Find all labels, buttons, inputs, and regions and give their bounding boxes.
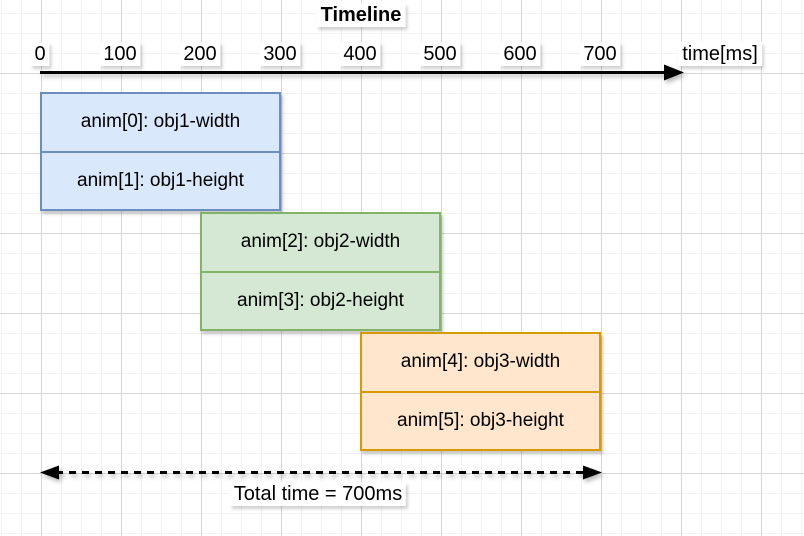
anim-bar-4-label: anim[4]: obj3-width [400, 351, 561, 373]
diagram-title[interactable]: Timeline [316, 3, 406, 27]
axis-tick-500: 500 [419, 42, 461, 66]
anim-bar-0-label: anim[0]: obj1-width [80, 111, 241, 133]
anim-bar-1[interactable]: anim[1]: obj1-height [42, 153, 279, 210]
axis-tick-400: 400 [339, 42, 381, 66]
time-axis-arrow[interactable] [40, 64, 684, 81]
anim-bar-0[interactable]: anim[0]: obj1-width [42, 94, 279, 153]
anim-bar-2[interactable]: anim[2]: obj2-width [202, 214, 439, 273]
total-time-label[interactable]: Total time = 700ms [229, 482, 407, 506]
axis-tick-600: 600 [499, 42, 541, 66]
axis-tick-200: 200 [179, 42, 221, 66]
total-time-arrow[interactable] [40, 465, 602, 480]
anim-group-obj2[interactable]: anim[2]: obj2-width anim[3]: obj2-height [200, 212, 441, 331]
anim-bar-2-label: anim[2]: obj2-width [240, 231, 401, 253]
anim-group-obj3[interactable]: anim[4]: obj3-width anim[5]: obj3-height [360, 332, 601, 451]
anim-bar-3-label: anim[3]: obj2-height [237, 289, 404, 311]
anim-bar-5-label: anim[5]: obj3-height [397, 409, 564, 431]
anim-bar-4[interactable]: anim[4]: obj3-width [362, 334, 599, 393]
anim-bar-5[interactable]: anim[5]: obj3-height [362, 393, 599, 450]
axis-unit-label: time[ms] [678, 42, 762, 66]
axis-tick-700: 700 [579, 42, 621, 66]
anim-group-obj1[interactable]: anim[0]: obj1-width anim[1]: obj1-height [40, 92, 281, 211]
axis-tick-0: 0 [30, 42, 50, 66]
anim-bar-1-label: anim[1]: obj1-height [77, 169, 244, 191]
anim-bar-3[interactable]: anim[3]: obj2-height [202, 273, 439, 330]
axis-tick-100: 100 [99, 42, 141, 66]
axis-tick-300: 300 [259, 42, 301, 66]
